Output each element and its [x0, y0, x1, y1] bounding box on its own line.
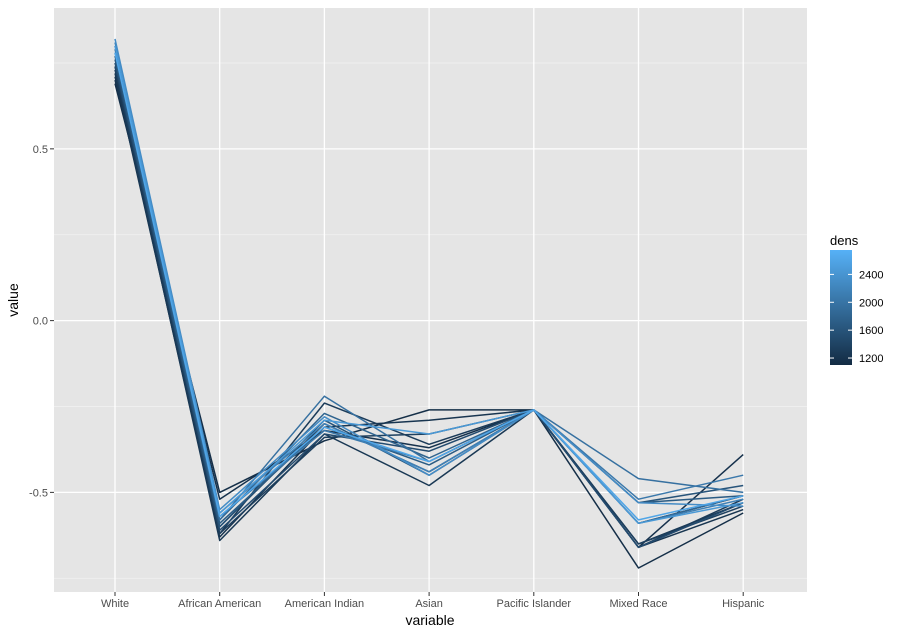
x-tick-label: Mixed Race	[609, 598, 667, 610]
legend-break-label: 1600	[859, 325, 883, 337]
series-line	[114, 83, 744, 569]
x-tick-label: Asian	[415, 598, 443, 610]
y-tick-label: 0.0	[33, 316, 48, 328]
plot-panel	[54, 8, 807, 592]
y-axis-title: value	[5, 283, 21, 317]
x-axis: White African American American Indian Asia…	[101, 592, 765, 610]
y-tick-label: 0.5	[33, 144, 48, 156]
x-tick-label: Pacific Islander	[497, 598, 572, 610]
color-legend: dens 2400 2000 1600 1200	[830, 233, 883, 365]
legend-break-label: 2000	[859, 297, 883, 309]
series-line	[114, 52, 744, 521]
major-gridlines	[54, 8, 807, 592]
legend-break-label: 2400	[859, 269, 883, 281]
legend-colorbar	[830, 250, 852, 365]
series-line	[114, 62, 744, 549]
x-tick-label: African American	[178, 598, 261, 610]
y-axis: 0.5 0.0 -0.5	[29, 144, 54, 499]
x-tick-label: White	[101, 598, 129, 610]
x-tick-label: American Indian	[285, 598, 365, 610]
legend-break-label: 1200	[859, 353, 883, 365]
x-tick-label: Hispanic	[722, 598, 765, 610]
minor-gridlines	[54, 62, 807, 579]
y-tick-label: -0.5	[29, 487, 48, 499]
x-axis-title: variable	[405, 612, 454, 628]
legend-title: dens	[830, 233, 859, 248]
series-lines	[114, 38, 744, 569]
legend-breaks: 2400 2000 1600 1200	[830, 269, 883, 365]
